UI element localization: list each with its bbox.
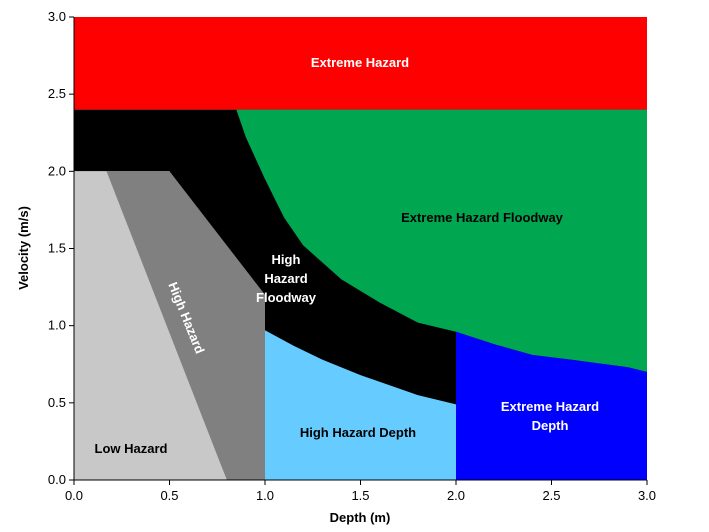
x-tick-label: 0.0 <box>65 488 83 503</box>
label-line: Depth <box>532 418 569 433</box>
label-extreme-hazard-floodway: Extreme Hazard Floodway <box>401 210 564 225</box>
y-tick-label: 3.0 <box>48 9 66 24</box>
label-line: Hazard <box>264 271 307 286</box>
region-extreme-hazard-floodway <box>236 109 648 372</box>
y-axis-title: Velocity (m/s) <box>16 206 31 290</box>
region-low-hazard <box>74 171 227 481</box>
x-tick-label: 2.5 <box>542 488 560 503</box>
region-extreme-hazard <box>74 17 647 110</box>
x-tick-label: 1.5 <box>351 488 369 503</box>
y-tick-label: 2.0 <box>48 163 66 178</box>
x-tick-label: 1.0 <box>256 488 274 503</box>
x-tick-label: 2.0 <box>447 488 465 503</box>
label-extreme-hazard: Extreme Hazard <box>311 55 409 70</box>
label-high-hazard-depth: High Hazard Depth <box>300 425 416 440</box>
label-line: Extreme Hazard <box>501 399 599 414</box>
x-tick-label: 3.0 <box>638 488 656 503</box>
label-low-hazard: Low Hazard <box>95 441 168 456</box>
ticks: 0.0 0.5 1.0 1.5 2.0 2.5 3.0 0.0 0.5 1.0 1.5 2.0 2.5 3… <box>48 9 656 503</box>
x-axis-title: Depth (m) <box>330 510 391 525</box>
x-tick-label: 0.5 <box>160 488 178 503</box>
label-extreme-hazard-depth: Extreme Hazard Depth <box>501 399 599 433</box>
y-tick-label: 0.5 <box>48 395 66 410</box>
region-high-hazard <box>74 171 265 481</box>
label-high-hazard-floodway: High Hazard Floodway <box>256 252 317 305</box>
hazard-regions <box>74 17 648 481</box>
region-extreme-hazard-depth <box>456 331 647 480</box>
label-line: Floodway <box>256 290 317 305</box>
y-tick-label: 2.5 <box>48 86 66 101</box>
label-line: High <box>272 252 301 267</box>
region-high-hazard-depth <box>265 330 456 480</box>
y-tick-label: 1.0 <box>48 318 66 333</box>
y-tick-label: 0.0 <box>48 472 66 487</box>
y-tick-label: 1.5 <box>48 241 66 256</box>
